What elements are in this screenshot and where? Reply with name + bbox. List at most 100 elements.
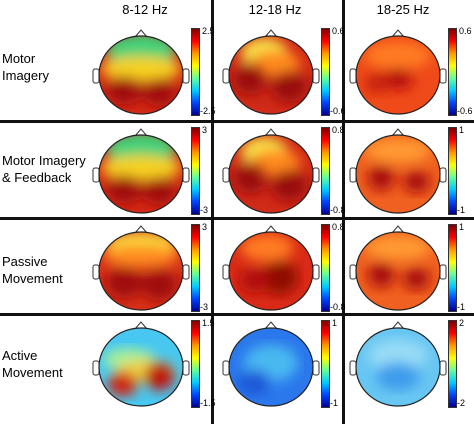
colorbar-r1-c1 bbox=[321, 127, 330, 215]
colorbar-max-label: 1 bbox=[332, 318, 338, 328]
colorbar-r0-c1 bbox=[321, 28, 330, 116]
colorbar-min-label: -0.6 bbox=[457, 106, 473, 116]
colorbar-r1-c0 bbox=[191, 127, 200, 215]
colorbar-max-label: 0.6 bbox=[459, 26, 472, 36]
colorbar-r2-c0 bbox=[191, 224, 200, 312]
colorbar-max-label: 0.8 bbox=[332, 125, 345, 135]
colorbar-r0-c2 bbox=[448, 28, 457, 116]
ear-left bbox=[92, 264, 100, 280]
colorbar-r3-c1 bbox=[321, 320, 330, 408]
nose bbox=[264, 128, 278, 137]
ear-right bbox=[182, 68, 190, 84]
colorbar-min-label: -3 bbox=[200, 205, 209, 215]
colorbar-r2-c2 bbox=[448, 224, 457, 312]
colorbar-min-label: -0.8 bbox=[330, 205, 346, 215]
column-header-12-18: 12-18 Hz bbox=[248, 2, 302, 17]
topomap-r2-c2 bbox=[349, 225, 447, 311]
nose bbox=[264, 29, 278, 38]
head-outline bbox=[355, 327, 441, 407]
head-outline bbox=[98, 231, 184, 311]
head-outline bbox=[98, 134, 184, 214]
nose bbox=[264, 321, 278, 330]
ear-left bbox=[92, 167, 100, 183]
nose bbox=[264, 225, 278, 234]
ear-right bbox=[182, 167, 190, 183]
row-label-active-movement: Active Movement bbox=[2, 348, 63, 380]
nose bbox=[134, 128, 148, 137]
topomap-r2-c0 bbox=[92, 225, 190, 311]
nose bbox=[134, 29, 148, 38]
topomap-r3-c0 bbox=[92, 321, 190, 407]
colorbar-min-label: -1 bbox=[457, 205, 466, 215]
colorbar-r0-c0 bbox=[191, 28, 200, 116]
head-outline bbox=[228, 134, 314, 214]
colorbar-max-label: 1 bbox=[459, 222, 465, 232]
row-divider bbox=[0, 313, 474, 316]
topomap-r0-c0 bbox=[92, 29, 190, 115]
colorbar-min-label: -1 bbox=[457, 302, 466, 312]
colorbar-max-label: 2.5 bbox=[202, 26, 215, 36]
nose bbox=[391, 29, 405, 38]
ear-right bbox=[312, 264, 320, 280]
topomap-r1-c0 bbox=[92, 128, 190, 214]
colorbar-max-label: 1 bbox=[459, 125, 465, 135]
colorbar-min-label: -0.6 bbox=[330, 106, 346, 116]
ear-right bbox=[182, 360, 190, 376]
ear-right bbox=[439, 264, 447, 280]
row-label-passive-movement: Passive Movement bbox=[2, 254, 63, 286]
row-divider bbox=[0, 120, 474, 123]
colorbar-min-label: -3 bbox=[200, 302, 209, 312]
ear-left bbox=[222, 68, 230, 84]
ear-left bbox=[349, 360, 357, 376]
colorbar-min-label: -2.5 bbox=[200, 106, 216, 116]
colorbar-max-label: 1.5 bbox=[202, 318, 215, 328]
colorbar-r1-c2 bbox=[448, 127, 457, 215]
ear-right bbox=[439, 360, 447, 376]
ear-left bbox=[349, 167, 357, 183]
colorbar-max-label: 2 bbox=[459, 318, 465, 328]
ear-right bbox=[312, 167, 320, 183]
colorbar-r2-c1 bbox=[321, 224, 330, 312]
column-header-8-12: 8-12 Hz bbox=[122, 2, 168, 17]
column-divider bbox=[342, 0, 345, 424]
ear-left bbox=[349, 68, 357, 84]
topomap-r2-c1 bbox=[222, 225, 320, 311]
ear-left bbox=[349, 264, 357, 280]
colorbar-max-label: 0.8 bbox=[332, 222, 345, 232]
head-outline bbox=[355, 231, 441, 311]
ear-right bbox=[439, 68, 447, 84]
ear-right bbox=[182, 264, 190, 280]
ear-right bbox=[439, 167, 447, 183]
colorbar-min-label: -1 bbox=[330, 398, 339, 408]
ear-right bbox=[312, 360, 320, 376]
topomap-r0-c1 bbox=[222, 29, 320, 115]
head-outline bbox=[98, 327, 184, 407]
topomap-r3-c2 bbox=[349, 321, 447, 407]
head-outline bbox=[228, 35, 314, 115]
nose bbox=[391, 225, 405, 234]
colorbar-max-label: 3 bbox=[202, 125, 208, 135]
ear-left bbox=[92, 360, 100, 376]
row-label-motor-imagery: Motor Imagery bbox=[2, 51, 49, 83]
topomap-r3-c1 bbox=[222, 321, 320, 407]
ear-left bbox=[222, 264, 230, 280]
row-divider bbox=[0, 217, 474, 220]
colorbar-max-label: 0.6 bbox=[332, 26, 345, 36]
column-header-18-25: 18-25 Hz bbox=[376, 2, 430, 17]
head-outline bbox=[355, 134, 441, 214]
colorbar-min-label: -1.5 bbox=[200, 398, 216, 408]
colorbar-r3-c0 bbox=[191, 320, 200, 408]
nose bbox=[391, 128, 405, 137]
ear-left bbox=[222, 360, 230, 376]
nose bbox=[134, 321, 148, 330]
head-outline bbox=[355, 35, 441, 115]
row-label-motor-imagery-feedback: Motor Imagery & Feedback bbox=[2, 153, 86, 185]
colorbar-max-label: 3 bbox=[202, 222, 208, 232]
topomap-r1-c2 bbox=[349, 128, 447, 214]
ear-right bbox=[312, 68, 320, 84]
column-divider bbox=[211, 0, 214, 424]
head-outline bbox=[228, 231, 314, 311]
topomap-r0-c2 bbox=[349, 29, 447, 115]
topomap-r1-c1 bbox=[222, 128, 320, 214]
